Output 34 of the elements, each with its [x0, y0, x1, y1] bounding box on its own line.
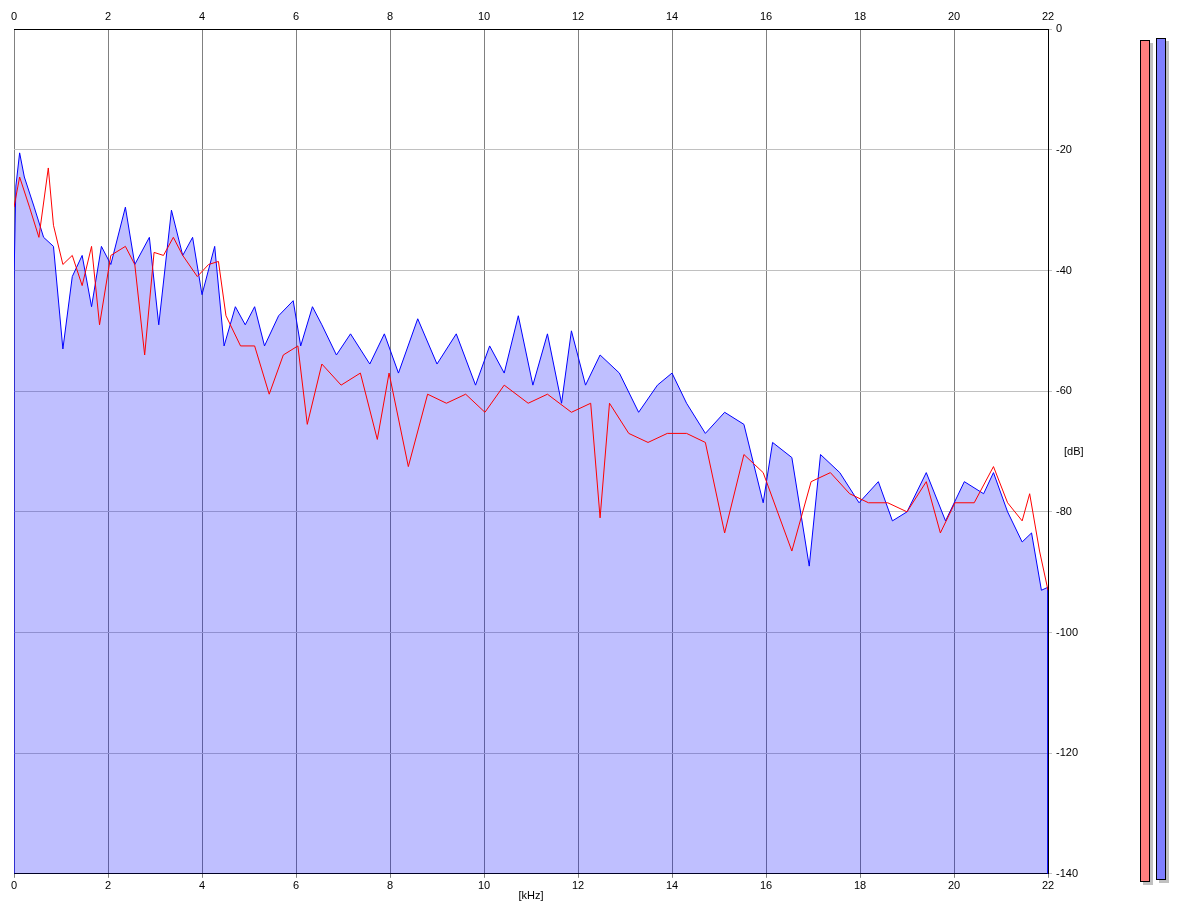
x2-tick-label: 14: [665, 9, 679, 22]
x-tick-label: 0: [10, 879, 18, 892]
x2-tick-label: 0: [10, 9, 18, 22]
x2-tick-label: 22: [1041, 9, 1055, 22]
x-tick-label: 22: [1041, 879, 1055, 892]
x2-tick-label: 10: [477, 9, 491, 22]
x-tick-label: 2: [104, 879, 112, 892]
x-tick-label: 12: [571, 879, 585, 892]
x-tick-label: 16: [759, 879, 773, 892]
x2-tick-label: 20: [947, 9, 961, 22]
x2-tick-label: 4: [198, 9, 206, 22]
y-tick-label: 0: [1056, 22, 1063, 35]
x-tick-label: 8: [386, 879, 394, 892]
y-tick-label: -80: [1056, 504, 1072, 517]
y-tick-label: -140: [1056, 866, 1079, 879]
x2-tick-label: 2: [104, 9, 112, 22]
y-tick-label: -60: [1056, 384, 1072, 397]
x-tick-label: 10: [477, 879, 491, 892]
x-tick-label: 6: [292, 879, 300, 892]
x-tick-label: 18: [853, 879, 867, 892]
y-tick-label: -20: [1056, 142, 1072, 155]
x2-tick-label: 6: [292, 9, 300, 22]
y-tick-label: -100: [1056, 625, 1079, 638]
y-tick-label: -40: [1056, 263, 1072, 276]
x-tick-label: 4: [198, 879, 206, 892]
x2-tick-label: 18: [853, 9, 867, 22]
x-axis-title: [kHz]: [518, 888, 544, 901]
x2-tick-label: 12: [571, 9, 585, 22]
x2-tick-label: 16: [759, 9, 773, 22]
y-axis-title: [dB]: [1064, 444, 1084, 457]
x2-tick-label: 8: [386, 9, 394, 22]
x-tick-label: 20: [947, 879, 961, 892]
x-tick-label: 14: [665, 879, 679, 892]
y-tick-label: -120: [1056, 746, 1079, 759]
